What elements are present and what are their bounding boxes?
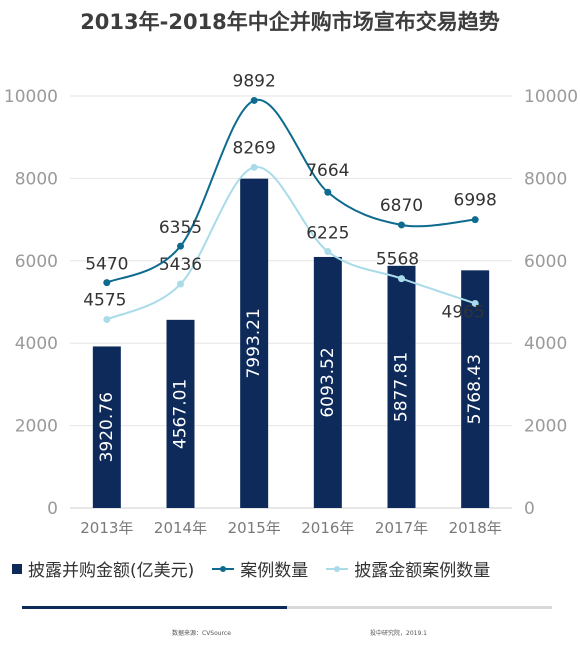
legend-line-swatch-count — [212, 563, 235, 575]
case-count-value-label: 6998 — [454, 191, 497, 211]
legend-item-count: 案例数量 — [212, 556, 308, 581]
legend-bar-swatch — [12, 563, 22, 574]
legend-item-disclosed: 披露金额案例数量 — [326, 556, 490, 581]
chart-area: 0 0 2000 2000 4000 4000 6000 6000 8000 8000 10000 1… — [4, 71, 578, 537]
disclosed-count-line — [106, 166, 476, 321]
disclosed-count-point — [177, 280, 184, 288]
disclosed-count-point — [398, 275, 405, 283]
footer-credit: 投中研究院，2019.1 — [370, 630, 427, 637]
x-tick-label: 2013年 — [80, 519, 133, 537]
disclosed-count-point — [250, 163, 258, 171]
bar — [387, 265, 416, 508]
y-tick-label-right: 10000 — [524, 87, 578, 107]
case-count-point — [324, 188, 332, 196]
bottom-progress-bar — [22, 606, 552, 609]
x-tick-label: 2014年 — [154, 519, 207, 537]
disclosed-count-point — [471, 299, 479, 307]
legend-line-swatch-disclosed — [326, 563, 349, 575]
bar — [313, 256, 342, 508]
x-tick-label: 2016年 — [301, 519, 354, 537]
y-tick-label-right: 2000 — [524, 417, 567, 437]
disclosed-count-value-label: 5568 — [376, 250, 419, 270]
disclosed-count-value-label: 6225 — [306, 224, 349, 244]
x-tick-label: 2017年 — [375, 519, 428, 537]
case-count-value-label: 6870 — [380, 196, 423, 216]
y-tick-label-left: 0 — [47, 499, 58, 519]
case-count-value-label: 6355 — [159, 218, 202, 238]
disclosed-count-value-label: 8269 — [233, 138, 276, 158]
case-count-point — [471, 216, 479, 224]
bar — [92, 346, 121, 508]
legend-item-amount: 披露并购金额(亿美元) — [12, 556, 194, 581]
case-count-point — [103, 279, 111, 287]
chart-title: 2013年-2018年中企并购市场宣布交易趋势 — [80, 10, 500, 34]
bar — [240, 178, 269, 508]
y-tick-label-right: 4000 — [524, 334, 567, 354]
legend-label-amount: 披露并购金额(亿美元) — [28, 561, 195, 581]
y-tick-label-right: 8000 — [524, 169, 567, 189]
case-count-value-label: 5470 — [85, 255, 128, 275]
y-tick-label-right: 0 — [524, 499, 535, 519]
case-count-point — [398, 221, 405, 229]
legend-label-disclosed: 披露金额案例数量 — [354, 561, 491, 581]
y-tick-label-left: 6000 — [15, 252, 58, 272]
bar-value-label: 4567.01 — [171, 379, 191, 449]
bar-value-label: 3920.76 — [97, 392, 117, 462]
y-tick-label-left: 8000 — [15, 169, 58, 189]
disclosed-count-point — [103, 316, 111, 324]
y-tick-label-right: 6000 — [524, 252, 567, 272]
bottom-progress-fill — [22, 606, 287, 609]
bar — [461, 270, 490, 508]
bar — [166, 319, 195, 508]
bar-value-label: 5877.81 — [392, 352, 412, 422]
disclosed-count-point — [324, 248, 332, 256]
y-tick-label-left: 4000 — [15, 334, 58, 354]
case-count-point — [250, 96, 258, 104]
case-count-point — [177, 242, 184, 250]
case-count-value-label: 9892 — [233, 71, 276, 91]
legend: 披露并购金额(亿美元) 案例数量 披露金额案例数量 — [12, 556, 572, 581]
disclosed-count-value-label: 4575 — [83, 291, 126, 311]
legend-label-count: 案例数量 — [240, 561, 309, 581]
x-tick-label: 2015年 — [228, 519, 281, 537]
disclosed-count-value-label: 5436 — [159, 255, 202, 275]
x-tick-label: 2018年 — [449, 519, 502, 537]
bar-value-label: 7993.21 — [244, 308, 264, 378]
case-count-value-label: 7664 — [306, 161, 349, 181]
y-tick-label-left: 2000 — [15, 417, 58, 437]
bar-value-label: 5768.43 — [465, 354, 485, 424]
bar-value-label: 6093.52 — [318, 347, 338, 417]
y-tick-label-left: 10000 — [4, 87, 58, 107]
disclosed-count-value-label: 4965 — [442, 302, 485, 322]
footer-source: 数据来源：CVSource — [172, 630, 231, 637]
